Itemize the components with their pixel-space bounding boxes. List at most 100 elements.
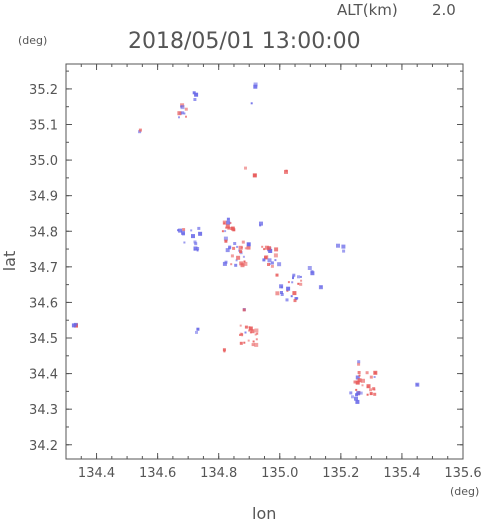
data-point: [292, 275, 295, 278]
data-point: [254, 173, 257, 176]
data-point: [415, 383, 418, 386]
data-point: [358, 374, 361, 377]
data-point: [182, 228, 186, 232]
data-point: [250, 102, 253, 105]
data-point: [193, 246, 198, 251]
data-point: [241, 240, 245, 244]
data-point: [280, 286, 283, 289]
y-tick-label: 34.2: [29, 439, 58, 454]
data-point: [292, 277, 294, 280]
data-point: [236, 245, 239, 248]
data-point: [373, 392, 377, 396]
y-tick-label: 34.7: [29, 261, 58, 276]
data-point: [196, 327, 200, 331]
data-point: [270, 264, 274, 268]
data-point: [253, 82, 258, 87]
data-point: [263, 248, 266, 251]
data-point: [369, 375, 373, 379]
data-point: [224, 239, 228, 243]
data-point: [226, 220, 231, 225]
data-point: [336, 243, 340, 248]
data-point: [180, 105, 185, 110]
data-point: [285, 298, 289, 302]
data-point: [177, 229, 179, 232]
data-point: [239, 341, 243, 345]
data-point: [185, 115, 187, 118]
data-point: [355, 399, 360, 404]
y-tick-label: 35.1: [29, 118, 58, 133]
data-point: [248, 326, 251, 329]
data-point: [277, 262, 282, 267]
data-point: [355, 388, 358, 391]
y-unit-label: (deg): [18, 34, 47, 47]
x-tick-label: 134.8: [200, 466, 237, 481]
data-point: [236, 255, 241, 260]
y-tick-label: 34.9: [29, 190, 58, 205]
data-point: [75, 323, 78, 326]
data-point: [254, 328, 259, 333]
data-point: [248, 329, 251, 332]
data-point: [225, 248, 230, 253]
y-tick-label: 35.0: [29, 154, 58, 169]
data-point: [299, 275, 302, 278]
altitude-label: ALT(km): [337, 1, 398, 19]
data-point: [239, 324, 242, 327]
data-point: [252, 340, 255, 343]
data-point: [357, 362, 361, 366]
x-tick-label: 135.6: [444, 466, 481, 481]
data-point: [351, 395, 354, 399]
data-point: [183, 241, 186, 244]
data-point: [264, 255, 269, 260]
data-point: [253, 84, 258, 89]
axis-ticks: 134.4 134.6 134.8 135.0 135.2 135.4 135.6 34.2 3…: [29, 64, 482, 481]
data-point: [274, 247, 279, 252]
y-tick-label: 34.5: [29, 332, 58, 347]
data-point: [194, 92, 199, 97]
data-point: [226, 217, 230, 221]
data-point: [239, 332, 242, 335]
data-point: [286, 286, 291, 291]
data-points: [71, 82, 420, 404]
data-point: [222, 220, 227, 225]
data-point: [223, 350, 226, 353]
data-point: [193, 98, 197, 101]
data-point: [254, 333, 257, 336]
data-point: [259, 221, 263, 226]
data-point: [196, 249, 199, 252]
data-point: [275, 273, 279, 277]
data-point: [256, 332, 259, 335]
data-point: [274, 259, 277, 262]
data-point: [178, 116, 180, 119]
data-point: [361, 378, 365, 383]
plot-frame: [65, 63, 464, 460]
data-point: [242, 255, 245, 258]
data-point: [341, 244, 346, 249]
data-point: [232, 228, 236, 232]
x-unit-label: (deg): [450, 485, 479, 498]
data-point: [373, 376, 376, 378]
data-point: [221, 230, 224, 233]
data-point: [235, 259, 238, 262]
data-point: [287, 281, 290, 284]
data-point: [247, 339, 250, 342]
data-point: [369, 388, 373, 392]
data-point: [223, 236, 228, 241]
data-point: [243, 260, 246, 263]
data-point: [280, 291, 283, 294]
data-point: [275, 291, 280, 296]
data-point: [369, 392, 373, 396]
data-point: [254, 342, 259, 347]
data-point: [193, 248, 196, 251]
x-tick-label: 135.0: [261, 466, 298, 481]
data-point: [291, 281, 294, 284]
data-point: [232, 246, 236, 250]
data-point: [194, 242, 198, 246]
data-point: [241, 246, 243, 249]
data-point: [190, 229, 193, 232]
data-point: [71, 323, 76, 328]
data-point: [138, 128, 142, 132]
data-point: [225, 224, 230, 229]
data-point: [366, 393, 369, 396]
data-point: [355, 380, 360, 385]
y-tick-label: 34.3: [29, 403, 58, 418]
